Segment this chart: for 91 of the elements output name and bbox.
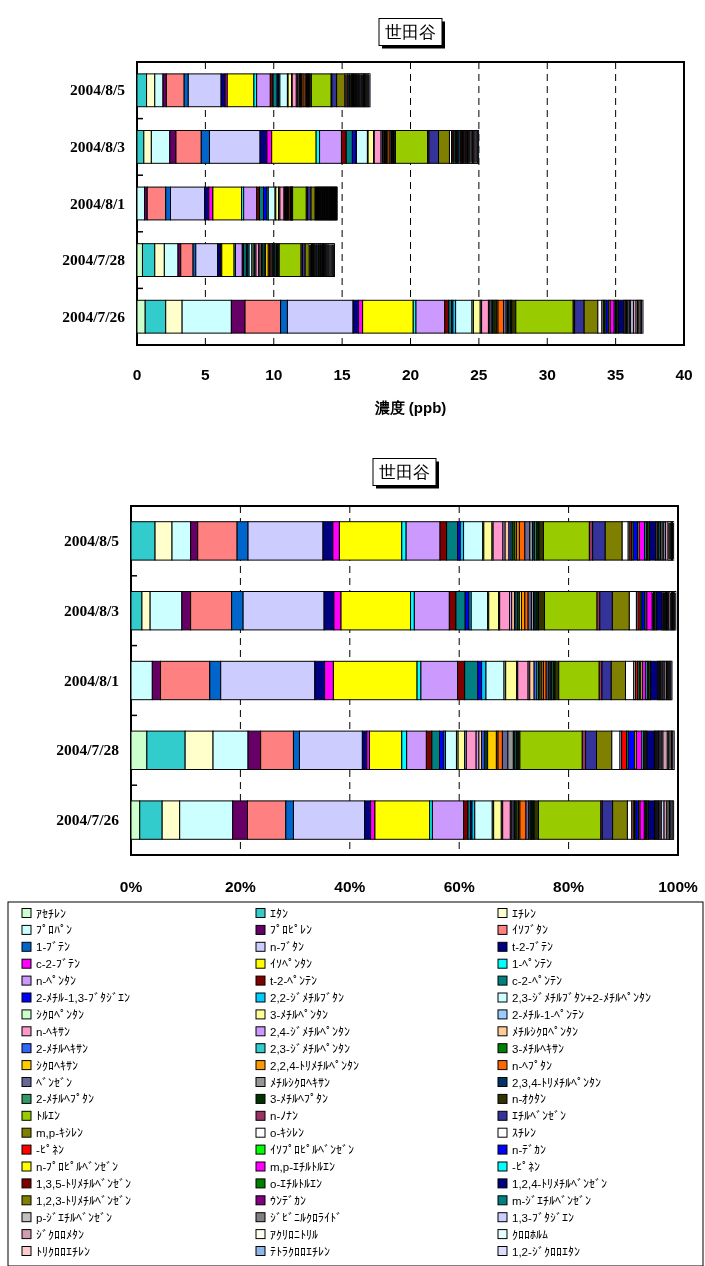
legend-label: ｼﾞｸﾛﾛﾒﾀﾝ	[36, 1228, 84, 1241]
x-tick-label: 0	[132, 366, 142, 383]
legend-label: m,p-ｴﾁﾙﾄﾙｴﾝ	[270, 1161, 335, 1173]
legend-label: ﾌﾟﾛﾋﾟﾚﾝ	[270, 924, 312, 937]
legend-label: 3-ﾒﾁﾙﾍﾌﾟﾀﾝ	[270, 1093, 329, 1106]
legend-label: ﾒﾁﾙｼｸﾛﾍﾟﾝﾀﾝ	[512, 1025, 578, 1038]
legend-label: 1,2-ｼﾞｸﾛﾛｴﾀﾝ	[512, 1245, 580, 1258]
legend-label: ｸﾛﾛﾎﾙﾑ	[512, 1228, 548, 1241]
y-tick-label: 2004/8/3	[63, 601, 120, 619]
x-tick-label: 100%	[658, 878, 699, 895]
legend-label: 2-ﾒﾁﾙ-1,3-ﾌﾞﾀｼﾞｴﾝ	[36, 992, 130, 1004]
legend-label: 2,3-ｼﾞﾒﾁﾙﾍﾟﾝﾀﾝ	[270, 1042, 350, 1055]
legend-label: o-ｷｼﾚﾝ	[270, 1127, 305, 1140]
legend-label: n-ﾌﾟﾛﾋﾟﾙﾍﾞﾝｾﾞﾝ	[36, 1161, 119, 1173]
x-tick-label: 5	[201, 366, 211, 383]
x-tick-label: 15	[333, 366, 352, 383]
legend-label: c-2-ﾍﾟﾝﾃﾝ	[512, 975, 562, 988]
x-tick-label: 20	[401, 366, 420, 383]
legend-label: n-ﾃﾞｶﾝ	[512, 1144, 547, 1157]
x-tick-label: 25	[470, 366, 488, 383]
y-tick-label: 2004/7/26	[62, 307, 126, 325]
y-tick-label: 2004/8/1	[69, 194, 125, 212]
x-tick-label: 40	[675, 366, 693, 383]
legend-label: ﾍﾞﾝｾﾞﾝ	[36, 1076, 72, 1089]
legend-label: 1-ﾌﾞﾃﾝ	[36, 941, 71, 954]
x-tick-label: 35	[607, 366, 625, 383]
x-tick-label: 40%	[334, 878, 366, 895]
legend-label: -ﾋﾟﾈﾝ	[512, 1161, 540, 1173]
legend-label: 1,3-ﾌﾞﾀｼﾞｴﾝ	[512, 1211, 574, 1224]
legend-label: n-ﾉﾅﾝ	[270, 1110, 299, 1123]
legend-label: n-ﾍﾌﾟﾀﾝ	[512, 1059, 553, 1072]
chart-title: 世田谷	[379, 463, 430, 482]
legend-label: ｱｾﾁﾚﾝ	[36, 907, 66, 920]
legend-label: ｲｿﾌﾞﾀﾝ	[512, 924, 548, 937]
legend-label: ﾄﾘｸﾛﾛｴﾁﾚﾝ	[36, 1245, 90, 1258]
y-tick-label: 2004/8/3	[69, 137, 126, 155]
legend-label: 2-ﾒﾁﾙﾍｷｻﾝ	[36, 1042, 89, 1055]
x-tick-label: 60%	[443, 878, 475, 895]
legend-label: 2-ﾒﾁﾙﾍﾌﾟﾀﾝ	[36, 1093, 95, 1106]
x-tick-label: 30	[538, 366, 556, 383]
x-axis-title: 濃度 (ppb)	[373, 399, 447, 416]
legend-label: c-2-ﾌﾞﾃﾝ	[36, 958, 80, 971]
legend-label: ｱｸﾘﾛﾆﾄﾘﾙ	[270, 1228, 318, 1241]
legend-label: 2,3-ｼﾞﾒﾁﾙﾌﾞﾀﾝ+2-ﾒﾁﾙﾍﾟﾝﾀﾝ	[512, 992, 651, 1004]
legend-label: ｴﾁﾙﾍﾞﾝｾﾞﾝ	[512, 1110, 566, 1123]
legend-label: 3-ﾒﾁﾙﾍｷｻﾝ	[512, 1042, 565, 1055]
legend-label: t-2-ﾌﾞﾃﾝ	[512, 941, 554, 954]
legend-label: -ﾋﾟﾈﾝ	[36, 1144, 64, 1157]
legend-label: 1-ﾍﾟﾝﾃﾝ	[512, 958, 553, 971]
legend-label: ｽﾁﾚﾝ	[512, 1127, 536, 1140]
x-tick-label: 80%	[553, 878, 585, 895]
y-tick-label: 2004/7/28	[56, 741, 120, 759]
legend-label: m-ｼﾞｴﾁﾙﾍﾞﾝｾﾞﾝ	[512, 1194, 592, 1207]
legend-label: ｴﾀﾝ	[270, 907, 288, 920]
legend-label: ｴﾁﾚﾝ	[512, 907, 536, 920]
legend-label: t-2-ﾍﾟﾝﾃﾝ	[270, 975, 318, 988]
legend-label: p-ｼﾞｴﾁﾙﾍﾞﾝｾﾞﾝ	[36, 1211, 113, 1224]
legend-label: ｲｿﾍﾟﾝﾀﾝ	[270, 958, 312, 971]
legend-label: 1,2,3-ﾄﾘﾒﾁﾙﾍﾞﾝｾﾞﾝ	[36, 1194, 132, 1207]
x-tick-label: 0%	[119, 878, 143, 895]
chart-title: 世田谷	[385, 23, 436, 42]
legend-label: ｼｸﾛﾍｷｻﾝ	[36, 1059, 78, 1072]
legend-label: ｲｿﾌﾟﾛﾋﾟﾙﾍﾞﾝｾﾞﾝ	[270, 1144, 354, 1157]
legend-label: n-ﾍｷｻﾝ	[36, 1025, 71, 1038]
legend-label: 1,2,4-ﾄﾘﾒﾁﾙﾍﾞﾝｾﾞﾝ	[512, 1177, 608, 1190]
legend-label: n-ｵｸﾀﾝ	[512, 1093, 547, 1106]
legend-label: m,p-ｷｼﾚﾝ	[36, 1127, 83, 1140]
legend-label: o-ｴﾁﾙﾄﾙｴﾝ	[270, 1177, 323, 1190]
legend-label: 2,2-ｼﾞﾒﾁﾙﾌﾞﾀﾝ	[270, 992, 344, 1004]
legend-label: ｼﾞﾋﾞﾆﾙｸﾛﾗｲﾄﾞ	[270, 1211, 342, 1224]
legend-label: ﾌﾟﾛﾊﾟﾝ	[36, 924, 72, 937]
legend-label: 2-ﾒﾁﾙ-1-ﾍﾟﾝﾃﾝ	[512, 1008, 585, 1021]
legend-label: 2,2,4-ﾄﾘﾒﾁﾙﾍﾟﾝﾀﾝ	[270, 1059, 360, 1072]
legend-label: ﾄﾙｴﾝ	[36, 1110, 60, 1123]
legend-label: 2,4-ｼﾞﾒﾁﾙﾍﾟﾝﾀﾝ	[270, 1025, 350, 1038]
y-tick-label: 2004/8/5	[69, 81, 126, 99]
legend-label: ｼｸﾛﾍﾟﾝﾀﾝ	[36, 1008, 84, 1021]
x-tick-label: 20%	[224, 878, 257, 895]
legend-label: ｳﾝﾃﾞｶﾝ	[270, 1194, 306, 1207]
y-tick-label: 2004/7/26	[56, 811, 120, 829]
legend-label: ﾒﾁﾙｼｸﾛﾍｷｻﾝ	[270, 1076, 330, 1089]
legend-label: 1,3,5-ﾄﾘﾒﾁﾙﾍﾞﾝｾﾞﾝ	[36, 1177, 132, 1190]
legend-label: 2,3,4-ﾄﾘﾒﾁﾙﾍﾟﾝﾀﾝ	[512, 1076, 602, 1089]
y-tick-label: 2004/8/1	[63, 671, 119, 689]
y-tick-label: 2004/7/28	[62, 251, 126, 269]
x-tick-label: 10	[265, 366, 283, 383]
legend-label: n-ﾌﾞﾀﾝ	[270, 941, 305, 954]
legend-label: 3-ﾒﾁﾙﾍﾟﾝﾀﾝ	[270, 1008, 329, 1021]
y-tick-label: 2004/8/5	[63, 531, 120, 549]
legend-label: ﾃﾄﾗｸﾛﾛｴﾁﾚﾝ	[270, 1245, 330, 1258]
legend-label: n-ﾍﾟﾝﾀﾝ	[36, 975, 77, 988]
